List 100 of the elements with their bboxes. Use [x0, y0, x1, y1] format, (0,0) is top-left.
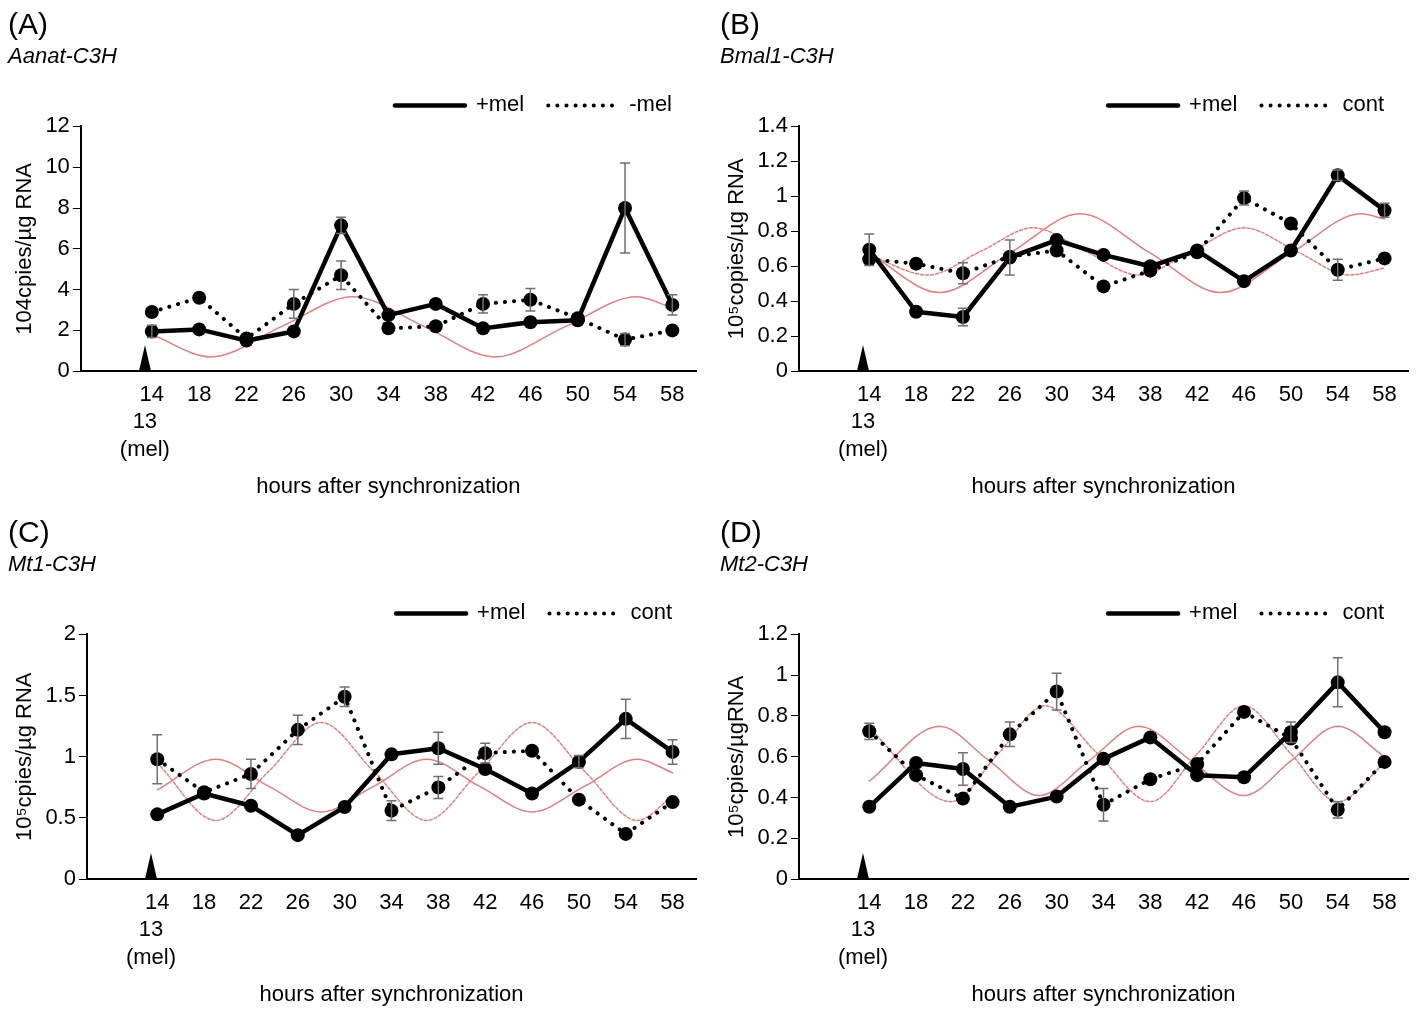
x-tick-label: 18: [903, 889, 929, 915]
point: [1237, 704, 1252, 719]
x-tick-label: 22: [238, 889, 264, 915]
chart-subtitle: Mt2-C3H: [720, 551, 809, 577]
y-tick-label: 12: [45, 112, 70, 138]
x-tick-label: 54: [612, 381, 638, 407]
y-tick-label: 0: [57, 357, 70, 383]
chart-title: (C): [8, 515, 50, 549]
x-tick-label: 46: [1231, 889, 1257, 915]
x-tick-label: 38: [1138, 381, 1163, 407]
point: [1002, 799, 1017, 814]
x-tick-label: 38: [423, 381, 448, 407]
legend-label: +mel: [475, 91, 525, 117]
point: [150, 807, 165, 822]
point: [1143, 772, 1158, 787]
point: [478, 762, 493, 777]
point: [286, 324, 301, 339]
text: 13 (mel): [837, 916, 889, 970]
point: [909, 768, 924, 783]
point: [1237, 274, 1252, 289]
point: [192, 322, 207, 337]
x-tick-label: 50: [566, 889, 592, 915]
x-tick-label: 50: [1278, 381, 1304, 407]
y-tick-label: 1: [775, 182, 788, 208]
x-tick-label: 42: [1184, 381, 1210, 407]
y-axis-title: 10⁵cpies/µgRNA: [723, 675, 749, 839]
x-tick-label: 34: [376, 381, 401, 407]
legend-label: cont: [1342, 91, 1385, 117]
y-tick-label: 0.6: [757, 742, 788, 768]
y-axis-title: 10⁵cpies/µg RNA: [11, 672, 37, 842]
point: [618, 826, 633, 841]
x-tick-label: 30: [1044, 889, 1069, 915]
x-tick-label: 50: [565, 381, 590, 407]
legend-label: +mel: [477, 599, 526, 625]
x-tick-label: 14: [857, 889, 882, 915]
y-tick-label: 0.6: [757, 252, 788, 278]
point: [1283, 243, 1298, 258]
x-tick-label: 54: [1325, 381, 1350, 407]
y-tick-label: 0.2: [757, 824, 788, 850]
y-tick-label: 8: [57, 194, 70, 220]
point: [1049, 789, 1064, 804]
x-tick-label: 46: [518, 381, 543, 407]
chart-title: (B): [720, 7, 760, 41]
point: [1377, 754, 1392, 769]
y-tick-label: 0: [775, 357, 788, 383]
y-tick-label: 0.5: [45, 804, 76, 830]
x-tick-label: 54: [613, 889, 638, 915]
x-tick-label: 58: [1372, 889, 1397, 915]
point: [428, 319, 443, 334]
point: [1283, 216, 1298, 231]
point: [1143, 730, 1158, 745]
y-tick-label: 0.8: [757, 217, 788, 243]
chart-subtitle: Aanat-C3H: [6, 43, 117, 69]
y-tick-label: 2: [63, 620, 76, 646]
y-tick-label: 1.2: [757, 147, 788, 173]
x-tick-label: 22: [950, 381, 976, 407]
x-tick-label: 26: [281, 381, 307, 407]
point: [384, 747, 399, 762]
x-axis-title: hours after synchronization: [259, 980, 524, 1006]
point: [1096, 279, 1111, 294]
point: [1377, 251, 1392, 266]
chart-subtitle: Bmal1-C3H: [720, 43, 834, 69]
point: [955, 791, 970, 806]
point: [909, 304, 924, 319]
x-axis-title: hours after synchronization: [256, 472, 521, 498]
x-tick-label: 30: [1044, 381, 1069, 407]
x-tick-label: 34: [1091, 889, 1116, 915]
point: [525, 743, 540, 758]
point: [909, 256, 924, 271]
point: [1049, 233, 1064, 248]
point: [1190, 768, 1205, 783]
x-tick-label: 46: [519, 889, 545, 915]
x-tick-label: 38: [1138, 889, 1163, 915]
point: [665, 297, 680, 312]
x-tick-label: 34: [379, 889, 404, 915]
x-tick-label: 34: [1091, 381, 1116, 407]
point: [144, 305, 159, 320]
point: [665, 323, 680, 338]
point: [1237, 770, 1252, 785]
x-tick-label: 50: [1278, 889, 1304, 915]
x-tick-label: 14: [857, 381, 882, 407]
point: [909, 755, 924, 770]
point: [150, 752, 165, 767]
point: [243, 798, 258, 813]
chart-title: (A): [8, 7, 48, 41]
x-axis-title: hours after synchronization: [971, 472, 1236, 498]
x-tick-label: 22: [234, 381, 259, 407]
y-tick-label: 2: [57, 316, 70, 342]
legend-label: cont: [630, 599, 673, 625]
y-tick-label: 1.2: [757, 620, 788, 646]
point: [571, 792, 586, 807]
x-tick-label: 38: [426, 889, 451, 915]
legend-label: -mel: [629, 91, 673, 117]
x-tick-label: 58: [1372, 381, 1397, 407]
x-tick-label: 58: [660, 381, 685, 407]
x-tick-label: 14: [145, 889, 170, 915]
text: 13 (mel): [125, 916, 177, 970]
point: [337, 799, 352, 814]
y-tick-label: 1: [775, 661, 788, 687]
legend-label: cont: [1342, 599, 1385, 625]
